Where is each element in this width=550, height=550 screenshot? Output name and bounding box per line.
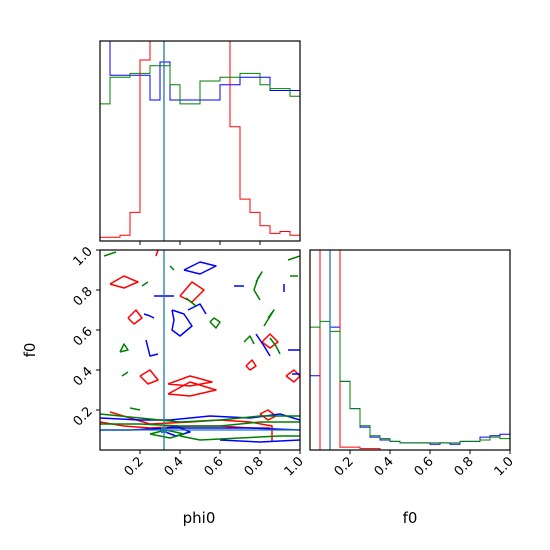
joint-xtick-label: 0.4 xyxy=(162,454,187,479)
contour-green xyxy=(269,337,281,355)
contour-green xyxy=(100,421,300,427)
contour-blue xyxy=(171,309,193,337)
y-axis-label-f0: f0 xyxy=(21,343,39,358)
joint-xtick-label: 0.6 xyxy=(202,454,227,479)
joint-ytick-label: 0.6 xyxy=(71,324,96,349)
contour-blue xyxy=(219,439,300,443)
f0-hist-xtick-label: 0.8 xyxy=(452,454,477,479)
contour-green xyxy=(179,435,300,441)
contour-green xyxy=(253,271,263,301)
joint-ytick-label: 0.4 xyxy=(71,364,96,389)
joint-xtick-label: 0.2 xyxy=(122,454,147,479)
contour-green xyxy=(209,317,221,329)
contour-red xyxy=(261,333,279,349)
joint-xtick-label: 0.8 xyxy=(242,454,267,479)
contour-green xyxy=(141,281,149,287)
phi0-hist-series-green xyxy=(100,65,300,241)
phi0-hist-series-red xyxy=(100,41,300,241)
contour-red xyxy=(179,281,205,303)
contour-green xyxy=(103,251,117,257)
truth-marker xyxy=(161,427,167,433)
contour-blue xyxy=(159,425,191,437)
joint-xtick-label: 1.0 xyxy=(282,454,307,479)
contour-green xyxy=(287,255,300,261)
contour-red xyxy=(245,359,257,371)
f0-hist-xtick-label: 0.6 xyxy=(412,454,437,479)
phi0-histogram-panel xyxy=(99,40,301,245)
joint-ytick-label: 0.8 xyxy=(71,284,96,309)
contour-green xyxy=(100,413,300,423)
contour-green xyxy=(263,309,275,327)
joint-ytick-label: 0.2 xyxy=(71,404,96,429)
contour-red xyxy=(127,309,143,325)
f0-hist-xtick-label: 0.2 xyxy=(332,454,357,479)
f0-histogram-panel: 0.2 0.4 0.6 0.8 1.0 xyxy=(309,249,517,479)
phi0-f0-contour-panel: 0.2 0.4 0.6 0.8 1.0 0.2 0.4 0.6 0.8 1.0 xyxy=(71,244,307,479)
f0-hist-series-green xyxy=(310,320,510,450)
f0-hist-xtick-label: 0.4 xyxy=(372,454,397,479)
contour-red xyxy=(139,369,159,385)
joint-frame xyxy=(99,249,301,451)
contour-green xyxy=(129,407,141,411)
contour-blue xyxy=(100,413,300,421)
contour-green xyxy=(121,371,129,377)
phi0-hist-series-blue xyxy=(100,41,300,241)
contour-green xyxy=(119,343,129,353)
contour-blue xyxy=(145,339,159,357)
contour-blue xyxy=(255,333,271,357)
contour-red xyxy=(167,375,213,387)
contour-blue xyxy=(143,313,155,319)
contour-green xyxy=(243,335,255,345)
contour-red xyxy=(285,369,300,383)
contour-red xyxy=(109,275,139,289)
contour-green xyxy=(149,429,185,439)
joint-ytick-label: 1.0 xyxy=(71,244,96,269)
contour-green xyxy=(185,297,197,307)
contour-green xyxy=(169,265,175,271)
contour-blue xyxy=(183,261,217,275)
phi0-hist-frame xyxy=(99,40,301,242)
f0-hist-frame xyxy=(309,249,511,451)
x-axis-label-f0: f0 xyxy=(403,509,418,527)
contour-red xyxy=(155,250,159,257)
contour-blue xyxy=(187,303,207,315)
f0-hist-xtick-label: 1.0 xyxy=(492,454,517,479)
x-axis-label-phi0: phi0 xyxy=(183,509,216,527)
